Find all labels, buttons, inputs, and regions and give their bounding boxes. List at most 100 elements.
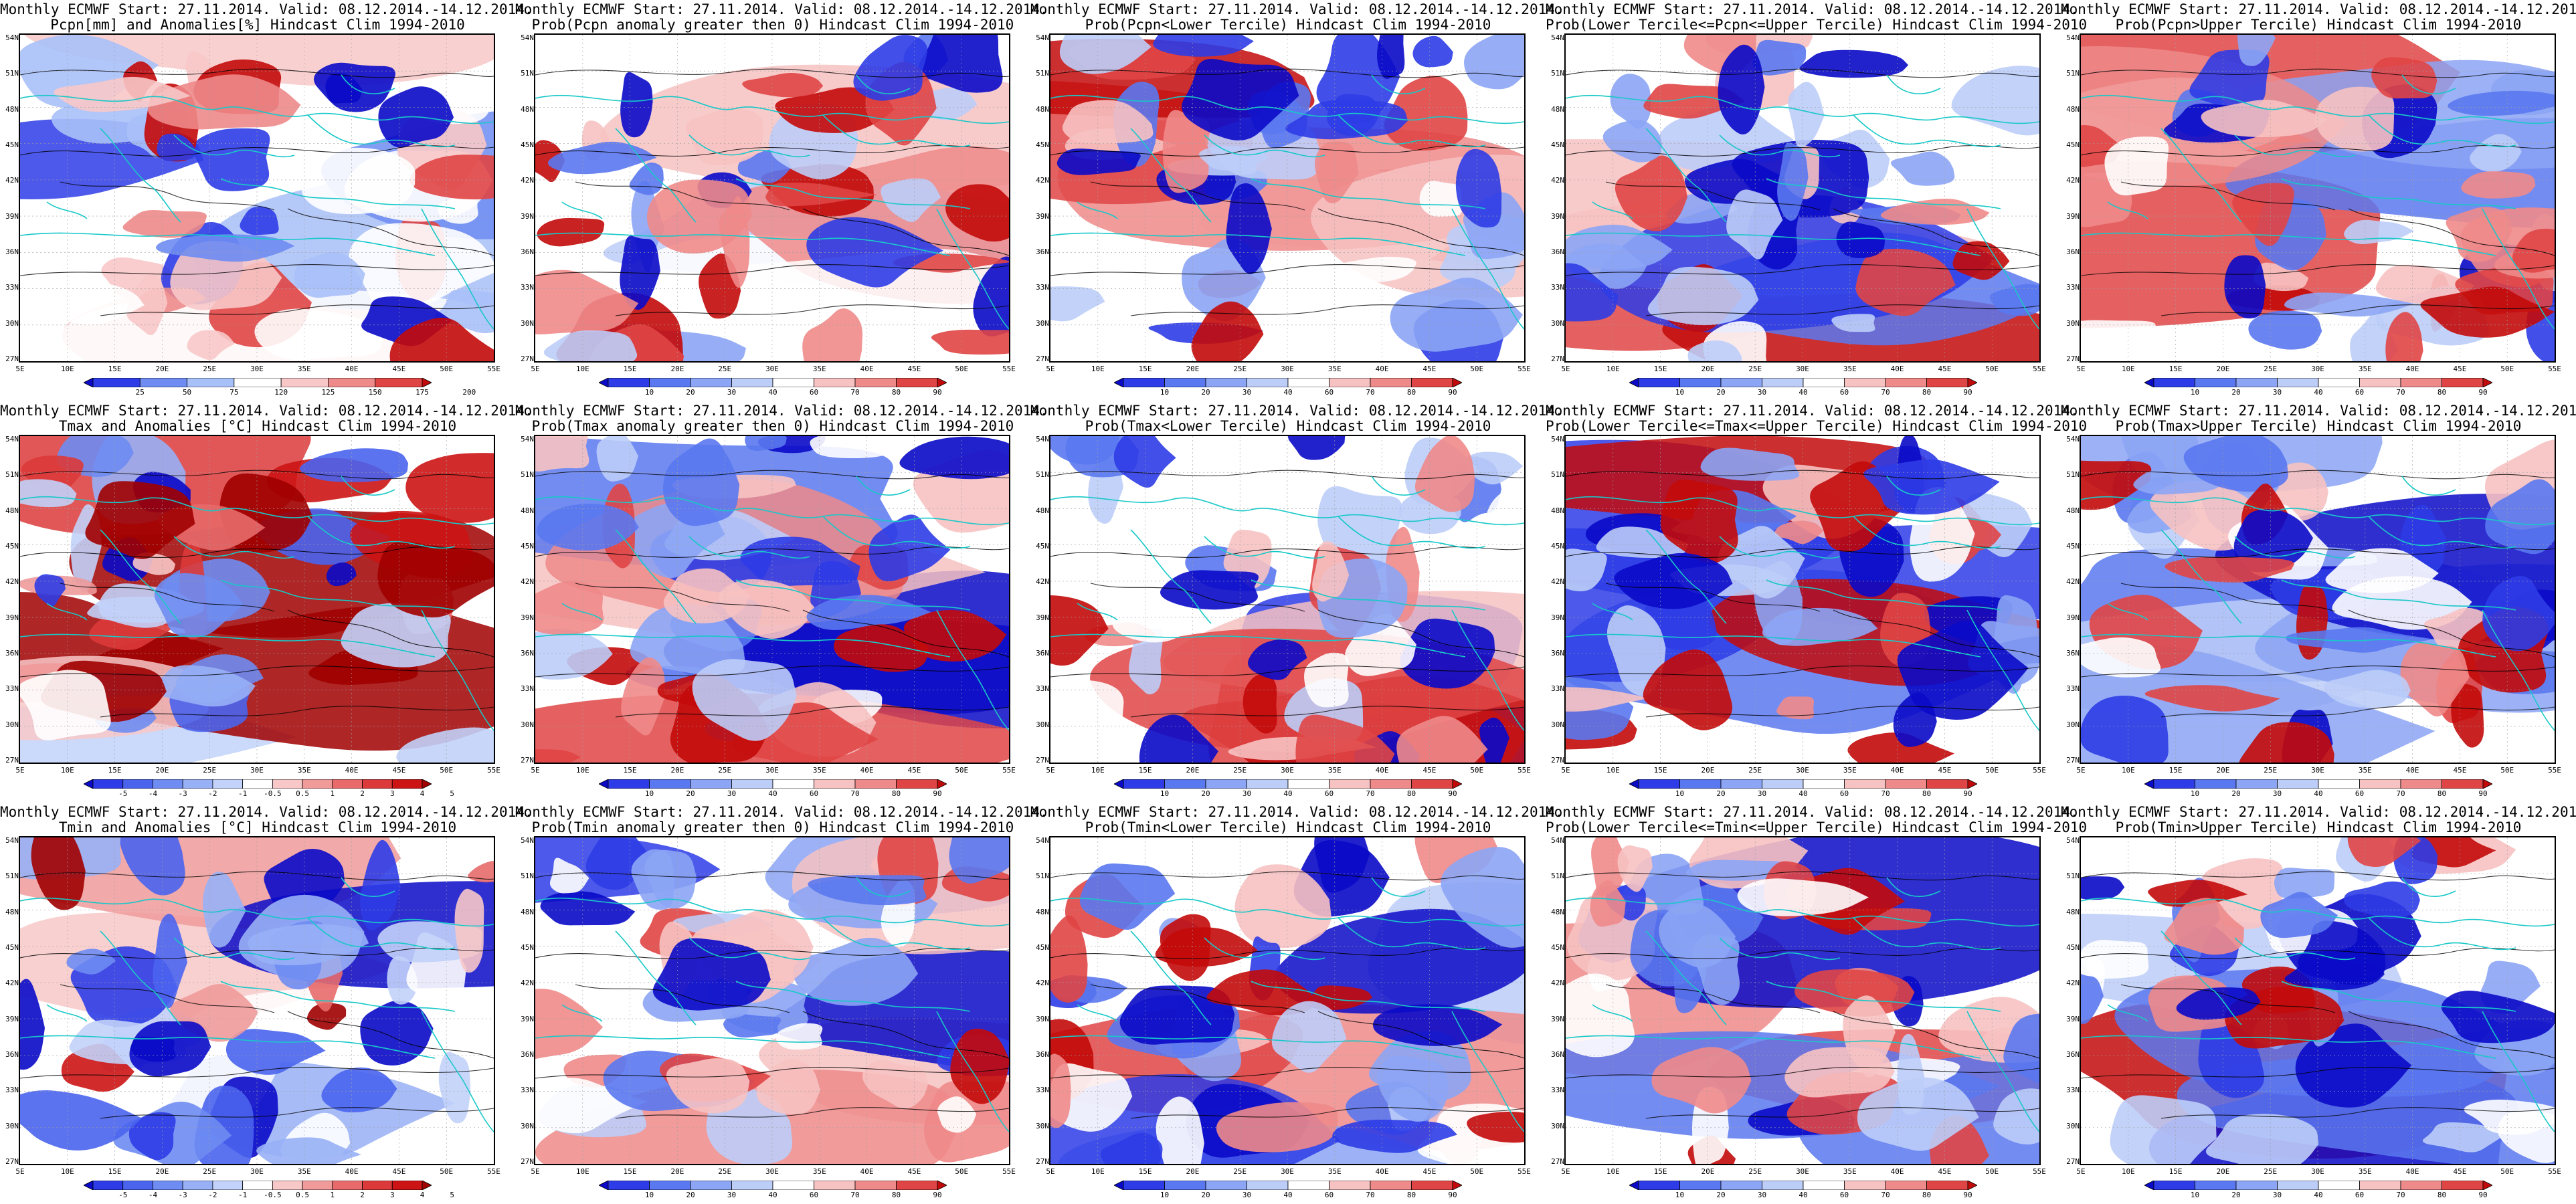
lon-label: 30E xyxy=(1281,1167,1294,1176)
panel-subtitle: Pcpn[mm] and Anomalies[%] Hindcast Clim … xyxy=(50,17,465,33)
shade-region xyxy=(20,979,45,1070)
contour-line xyxy=(1566,546,2039,558)
lat-label: 27N xyxy=(5,756,19,765)
shade-region xyxy=(1441,847,1524,948)
shade-region xyxy=(154,573,244,637)
colorbar-swatch xyxy=(2400,779,2442,789)
colorbar-label: 20 xyxy=(1201,388,1210,397)
shade-region xyxy=(620,72,653,138)
colorbar-label: 60 xyxy=(1839,789,1849,798)
lat-label: 33N xyxy=(1036,283,1049,292)
shade-region xyxy=(1129,627,1164,695)
contour-line xyxy=(20,264,494,276)
coastline xyxy=(1566,94,2039,124)
colorbar-label: 70 xyxy=(850,1191,860,1199)
map-panel: Monthly ECMWF Start: 27.11.2014. Valid: … xyxy=(515,0,1048,401)
lat-label: 30N xyxy=(2066,720,2080,729)
colorbar-label: 30 xyxy=(2272,1191,2282,1199)
shade-region xyxy=(1566,548,1607,591)
colorbar-swatch xyxy=(391,779,423,789)
lat-label: 48N xyxy=(1551,104,1564,114)
contour-line xyxy=(20,145,494,157)
colorbar-swatch xyxy=(84,378,94,387)
lat-label: 45N xyxy=(521,943,534,952)
contour-line xyxy=(20,1067,494,1079)
lat-label: 42N xyxy=(2066,979,2080,988)
colorbar-swatch xyxy=(92,779,124,789)
lon-label: 35E xyxy=(1843,1167,1857,1176)
coastline xyxy=(936,208,1009,330)
contour-line xyxy=(1566,470,2039,480)
colorbar-label: 30 xyxy=(1242,1191,1252,1199)
coastline xyxy=(100,930,181,1025)
shade-region xyxy=(535,629,613,680)
coastline xyxy=(173,134,295,158)
contour-line xyxy=(2081,871,2555,881)
lat-label: 36N xyxy=(1551,247,1564,256)
colorbar xyxy=(84,1181,432,1190)
lat-label: 30N xyxy=(1551,1121,1564,1130)
contour-line xyxy=(535,68,1009,78)
coastline xyxy=(341,877,395,897)
coastline xyxy=(1566,633,1981,658)
lat-label: 39N xyxy=(2066,211,2080,221)
coastline xyxy=(1050,633,1466,658)
map-panel: Monthly ECMWF Start: 27.11.2014. Valid: … xyxy=(1546,0,2087,401)
colorbar-label: 10 xyxy=(1675,388,1685,397)
colorbar-swatch xyxy=(608,1181,650,1190)
coastline xyxy=(1050,897,1524,927)
colorbar-swatch xyxy=(2277,1181,2319,1190)
colorbar-swatch xyxy=(599,1181,609,1190)
lon-label: 40E xyxy=(345,766,359,775)
colorbar-swatch xyxy=(854,378,897,387)
shade-region xyxy=(1062,100,1154,144)
contour-line xyxy=(1833,208,2039,256)
coastline xyxy=(2081,232,2496,256)
colorbar-swatch xyxy=(362,779,393,789)
contour-line xyxy=(287,1011,494,1059)
colorbar-label: 40 xyxy=(1799,789,1808,798)
coastline xyxy=(1251,981,1486,1012)
contour-line xyxy=(1833,1011,2039,1059)
colorbar-label: -0.5 xyxy=(264,1191,282,1199)
lon-label: 30E xyxy=(1281,365,1294,373)
colorbar-label: 70 xyxy=(1881,789,1890,798)
shade-region xyxy=(2081,637,2161,678)
contour-line xyxy=(2120,583,2336,612)
lat-label: 42N xyxy=(5,979,19,988)
colorbar xyxy=(84,779,432,789)
contour-line xyxy=(1645,304,2039,316)
coastline xyxy=(856,877,911,897)
shade-region xyxy=(2081,940,2149,979)
shade-region xyxy=(1467,1111,1524,1143)
coastline xyxy=(1130,128,1212,223)
colorbar-swatch xyxy=(422,779,432,789)
colorbar-swatch xyxy=(1967,1181,1977,1190)
lat-label: 36N xyxy=(2066,649,2080,658)
colorbar-swatch xyxy=(608,378,650,387)
shade-region xyxy=(240,206,279,235)
lat-label: 42N xyxy=(1036,577,1049,587)
colorbar-label: 60 xyxy=(809,388,819,397)
shade-region xyxy=(1795,969,1915,1017)
colorbar-label: 70 xyxy=(850,789,860,798)
lon-label: 45E xyxy=(1422,365,1437,373)
coastline xyxy=(1077,603,1118,621)
shade-region xyxy=(1308,985,1372,1011)
lat-label: 51N xyxy=(2066,872,2080,881)
lat-label: 33N xyxy=(521,1086,534,1095)
panel-subtitle: Prob(Pcpn>Upper Tercile) Hindcast Clim 1… xyxy=(2115,17,2522,33)
colorbar-swatch xyxy=(2400,1181,2442,1190)
shade-region xyxy=(1591,837,1630,897)
field-map xyxy=(2081,837,2555,1164)
colorbar-swatch xyxy=(1844,378,1886,387)
lon-label: 45E xyxy=(392,365,406,373)
colorbar-label: 10 xyxy=(1675,789,1685,798)
colorbar-swatch xyxy=(1205,779,1247,789)
shade-region xyxy=(377,541,494,618)
lon-label: 45E xyxy=(907,766,921,775)
coastline xyxy=(1451,208,1524,330)
colorbar-swatch xyxy=(608,779,650,789)
lon-label: 5E xyxy=(15,1167,25,1176)
shade-region xyxy=(1847,732,1954,763)
